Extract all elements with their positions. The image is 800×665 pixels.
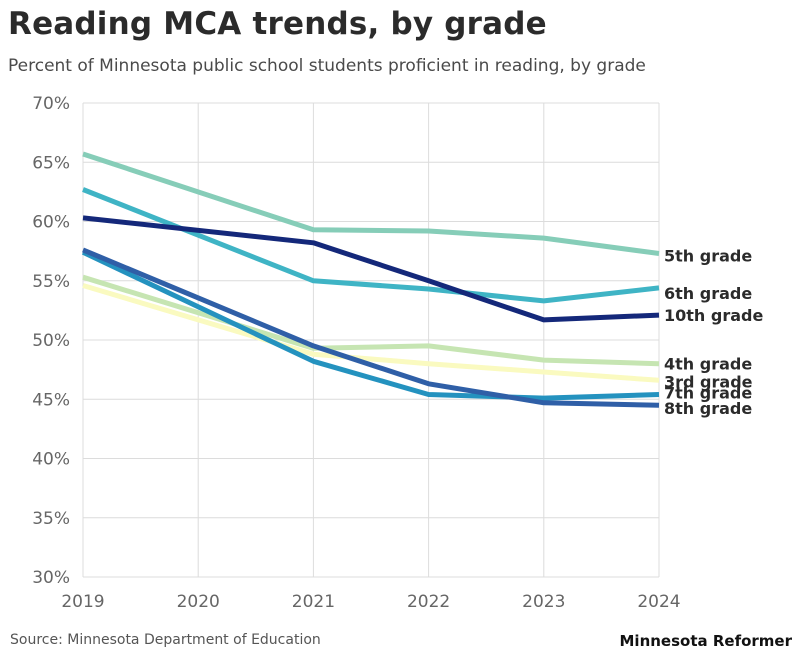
y-tick-label: 55% xyxy=(32,272,70,292)
series-line-3rd-grade xyxy=(82,283,660,383)
y-tick-label: 40% xyxy=(32,450,70,470)
chart-title: Reading MCA trends, by grade xyxy=(8,6,547,42)
y-tick-label: 70% xyxy=(32,94,70,114)
series-label-5th-grade: 5th grade xyxy=(664,246,752,265)
series-label-6th-grade: 6th grade xyxy=(664,284,752,303)
y-tick-label: 65% xyxy=(32,153,70,173)
series-label-7th-grade: 7th grade xyxy=(664,384,752,403)
y-tick-label: 45% xyxy=(32,390,70,410)
series-label-8th-grade: 8th grade xyxy=(664,399,752,418)
y-tick-label: 60% xyxy=(32,213,70,233)
y-tick-label: 30% xyxy=(32,568,70,588)
series-lines xyxy=(81,151,660,408)
gridlines xyxy=(82,102,660,578)
x-tick-label: 2022 xyxy=(407,592,450,612)
series-line-7th-grade xyxy=(81,250,660,401)
series-label-10th-grade: 10th grade xyxy=(664,306,763,325)
series-line-6th-grade xyxy=(82,187,660,304)
source-note: Source: Minnesota Department of Educatio… xyxy=(10,632,321,648)
series-line-8th-grade xyxy=(82,247,660,408)
x-tick-label: 2023 xyxy=(522,592,565,612)
chart-subtitle: Percent of Minnesota public school stude… xyxy=(8,56,646,76)
publisher-brand: Minnesota Reformer xyxy=(619,632,793,650)
series-label-4th-grade: 4th grade xyxy=(664,355,752,374)
line-chart: 30% 35% 40% 45% 50% 55% 60% 65% 70% 2019 2020 2021 2… xyxy=(32,94,763,612)
x-tick-label: 2020 xyxy=(177,592,220,612)
x-tick-label: 2024 xyxy=(637,592,680,612)
x-tick-label: 2019 xyxy=(61,592,104,612)
axis-tick-labels: 30% 35% 40% 45% 50% 55% 60% 65% 70% 2019 2020 2021 2… xyxy=(32,94,680,612)
y-tick-label: 50% xyxy=(32,331,70,351)
series-line-5th-grade xyxy=(82,151,660,256)
series-line-10th-grade xyxy=(82,215,660,323)
series-label-3rd-grade: 3rd grade xyxy=(664,372,753,391)
y-tick-label: 35% xyxy=(32,509,70,529)
x-tick-label: 2021 xyxy=(292,592,335,612)
